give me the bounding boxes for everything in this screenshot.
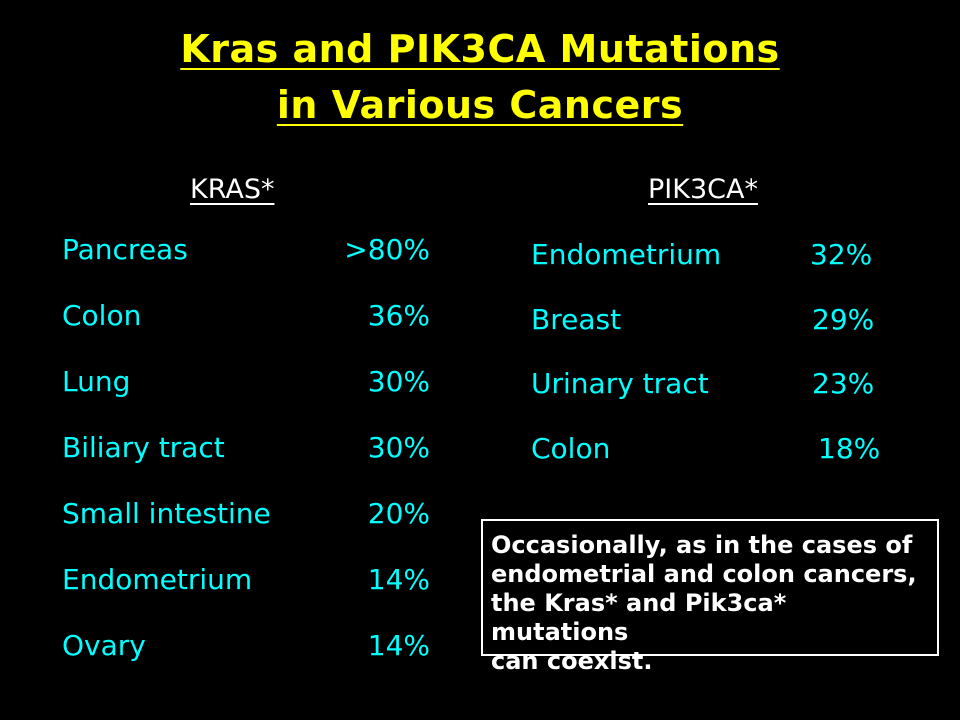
kras-row-label: Lung — [62, 365, 131, 398]
kras-row-value: >80% — [344, 233, 430, 266]
kras-row-value: 14% — [367, 629, 430, 662]
slide-title-line-1: Kras and PIK3CA Mutations — [180, 27, 780, 71]
pik3ca-row-value: 18% — [818, 432, 881, 465]
pik3ca-row-value: 29% — [812, 303, 875, 336]
kras-row-value: 36% — [367, 299, 430, 332]
coexistence-note-box: Occasionally, as in the cases of endomet… — [481, 519, 939, 675]
kras-row-label: Colon — [62, 299, 142, 332]
slide-title-line-2: in Various Cancers — [276, 83, 684, 127]
pik3ca-row-label: Colon — [531, 432, 611, 465]
kras-row-label: Pancreas — [62, 233, 188, 266]
pik3ca-row-label: Urinary tract — [531, 367, 709, 400]
pik3ca-column-header: PIK3CA* — [648, 174, 758, 205]
kras-row-label: Biliary tract — [62, 431, 225, 464]
pik3ca-row-value: 23% — [812, 367, 875, 400]
pik3ca-row-value: 32% — [810, 238, 873, 271]
pik3ca-row-label: Endometrium — [531, 238, 722, 271]
kras-row-value: 30% — [367, 365, 430, 398]
pik3ca-row-label: Breast — [531, 303, 622, 336]
kras-row-value: 14% — [367, 563, 430, 596]
kras-row-label: Endometrium — [62, 563, 253, 596]
kras-row-label: Small intestine — [62, 497, 271, 530]
kras-row-value: 20% — [367, 497, 430, 530]
coexistence-note-text: Occasionally, as in the cases of endomet… — [491, 531, 917, 675]
kras-row-value: 30% — [367, 431, 430, 464]
kras-column-header: KRAS* — [190, 174, 275, 205]
kras-row-label: Ovary — [62, 629, 146, 662]
